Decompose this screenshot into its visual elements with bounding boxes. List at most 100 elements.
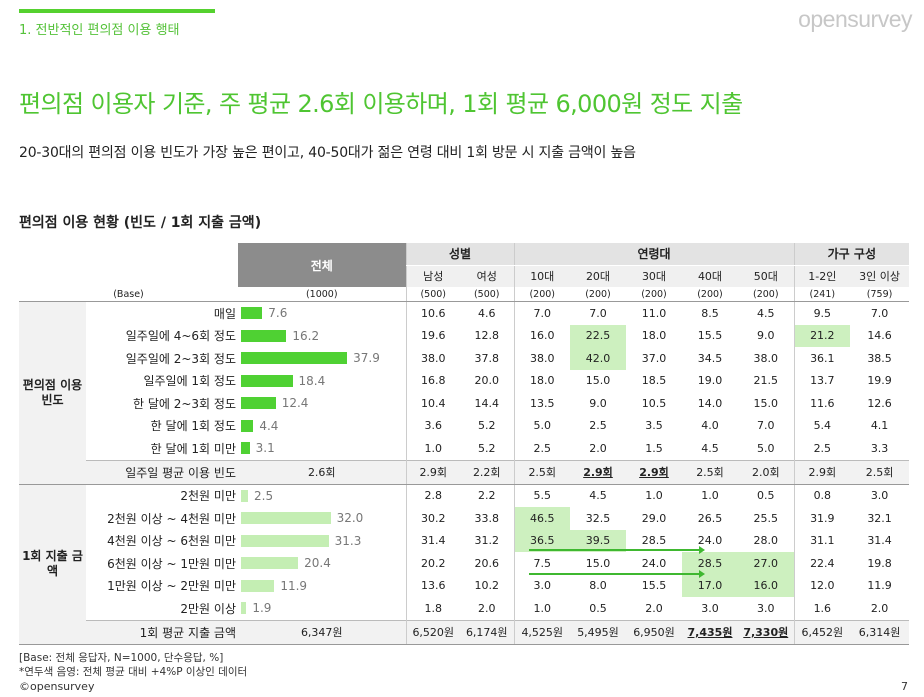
value-cell: 10.6 [405, 301, 460, 325]
value-cell: 0.5 [757, 489, 775, 503]
value-cell: 10.5 [641, 396, 667, 410]
value-cell: 18.5 [641, 374, 667, 388]
subheadline: 20-30대의 편의점 이용 빈도가 가장 높은 편이고, 40-50대가 젊은… [19, 145, 636, 161]
average-value: 2.9회 [626, 459, 682, 485]
table-row: 6천원 이상 ~ 1만원 미만 20.4 20.2 20.6 7.5 15.0 24.0 28… [19, 552, 909, 575]
value-cell: 28.5 [682, 552, 738, 575]
table-row: 1만원 이상 ~ 2만원 미만 11.9 13.6 10.2 3.0 8.0 15.5 17.… [19, 574, 909, 597]
section-title: 1. 전반적인 편의점 이용 행태 [19, 23, 180, 38]
accent-bar [19, 9, 215, 13]
value-cell: 19.6 [405, 324, 460, 347]
average-total: 6,347원 [238, 619, 406, 645]
average-total: 2.6회 [238, 459, 406, 485]
value-cell: 4.5 [757, 306, 775, 320]
total-bar-value: 3.1 [255, 441, 275, 456]
value-cell: 5.5 [513, 484, 570, 507]
total-bar-cell: 2.5 [238, 484, 406, 507]
base-value: (500) [460, 287, 514, 302]
value-cell: 3.0 [870, 489, 889, 503]
value-cell: 15.0 [585, 556, 611, 570]
value-cell: 21.5 [753, 374, 779, 388]
value-cell: 18.0 [513, 369, 570, 392]
value-cell: 17.0 [682, 574, 738, 597]
base-value: (759) [850, 287, 910, 302]
value-cell: 3.0 [701, 601, 719, 615]
value-cell: 37.0 [641, 351, 667, 365]
total-bar-value: 18.4 [298, 373, 326, 388]
row-label: 매일 [213, 306, 236, 321]
row-label: 1만원 이상 ~ 2만원 미만 [107, 579, 236, 594]
header-40s: 40대 [682, 265, 738, 287]
value-cell: 7.0 [589, 306, 607, 320]
value-cell: 5.2 [478, 441, 496, 455]
average-value: 7,330원 [738, 619, 795, 645]
value-cell: 16.0 [738, 574, 795, 597]
value-cell: 1.8 [405, 597, 460, 620]
header-3plus: 3인 이상 [850, 265, 910, 287]
value-cell: 21.2 [793, 324, 851, 347]
value-cell: 3.6 [405, 414, 460, 437]
average-row: 1회 평균 지출 금액 6,347원 6,520원 6,174원 4,525원 5,495… [19, 619, 910, 645]
value-cell: 8.0 [589, 579, 607, 593]
average-value: 6,452원 [793, 619, 851, 645]
header-gender: 성별 [405, 243, 514, 266]
value-cell: 14.6 [867, 329, 892, 343]
total-bar-value: 16.2 [292, 328, 320, 343]
header-blank [19, 243, 238, 287]
value-cell: 32.1 [867, 511, 892, 525]
average-value: 4,525원 [513, 619, 570, 645]
value-cell: 16.0 [513, 324, 570, 347]
value-cell: 4.1 [870, 419, 889, 433]
average-value: 2.2회 [460, 459, 514, 485]
value-cell: 22.5 [570, 324, 626, 347]
value-cell: 5.4 [793, 414, 851, 437]
value-cell: 4.5 [589, 489, 607, 503]
row-label: 일주일에 1회 정도 [143, 374, 236, 389]
value-cell: 36.5 [513, 529, 570, 552]
base-value: (200) [626, 287, 682, 302]
total-bar-cell: 12.4 [238, 392, 406, 415]
value-cell: 10.4 [405, 392, 460, 415]
footer-logo: ©opensurvey [19, 680, 95, 693]
value-cell: 5.0 [513, 414, 570, 437]
base-value: (200) [513, 287, 570, 302]
value-cell: 12.0 [793, 574, 851, 597]
table-row: 한 달에 2~3회 정도 12.4 10.4 14.4 13.5 9.0 10.5 14.0 1… [19, 392, 909, 415]
value-cell: 1.6 [793, 597, 851, 620]
average-value: 6,950원 [626, 619, 682, 645]
row-label: 한 달에 2~3회 정도 [132, 396, 236, 411]
average-value: 2.9회 [793, 459, 851, 485]
row-label: 한 달에 1회 정도 [150, 419, 236, 434]
total-bar-cell: 31.3 [238, 530, 406, 553]
value-cell: 28.0 [753, 534, 779, 548]
total-bar-value: 32.0 [336, 511, 364, 526]
total-bar-cell: 32.0 [238, 507, 406, 530]
value-cell: 2.0 [645, 601, 663, 615]
total-bar [241, 489, 248, 502]
value-cell: 37.8 [474, 351, 500, 365]
total-bar-cell: 3.1 [238, 437, 406, 460]
total-bar-cell: 4.4 [238, 415, 406, 438]
value-cell: 19.9 [867, 374, 892, 388]
value-cell: 3.0 [757, 601, 775, 615]
header-female: 여성 [460, 265, 514, 287]
row-label: 2천원 미만 [180, 489, 236, 504]
value-cell: 38.0 [405, 347, 460, 370]
total-bar [241, 307, 263, 320]
total-bar-cell: 7.6 [238, 302, 406, 325]
base-value: (200) [738, 287, 795, 302]
headline: 편의점 이용자 기준, 주 평균 2.6회 이용하며, 1회 평균 6,000원… [19, 90, 743, 118]
header-10s: 10대 [513, 265, 570, 287]
value-cell: 3.3 [870, 441, 889, 455]
value-cell: 3.0 [513, 574, 570, 597]
value-cell: 12.6 [867, 396, 892, 410]
value-cell: 1.5 [645, 441, 663, 455]
value-cell: 31.2 [474, 534, 500, 548]
value-cell: 31.9 [793, 507, 851, 530]
average-value: 6,314원 [850, 619, 910, 645]
value-cell: 9.0 [757, 329, 775, 343]
value-cell: 32.5 [585, 511, 611, 525]
average-value: 5,495원 [570, 619, 626, 645]
average-value: 2.0회 [738, 459, 795, 485]
total-bar-value: 2.5 [254, 488, 274, 503]
